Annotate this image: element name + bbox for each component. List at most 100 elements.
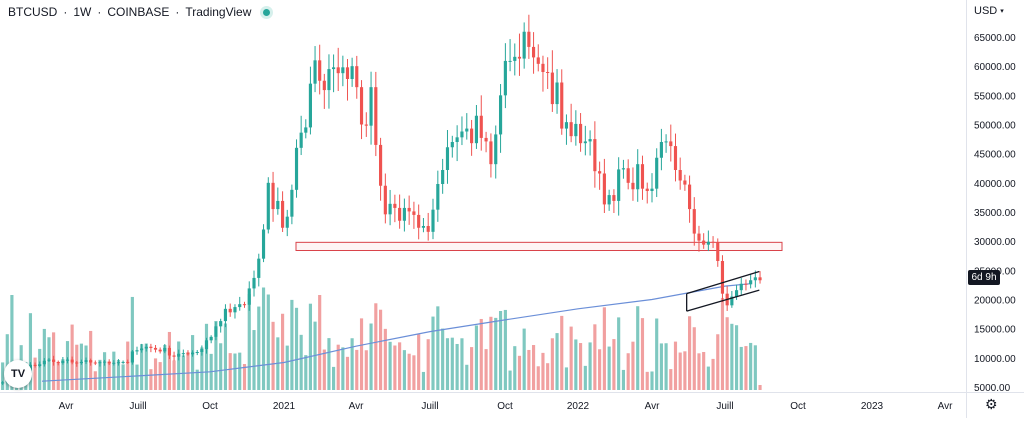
candle-body[interactable] [465,128,469,132]
candle-body[interactable] [697,233,701,241]
candle-body[interactable] [607,195,611,205]
candle-body[interactable] [107,361,111,364]
candle-body[interactable] [345,67,350,79]
currency-selector[interactable]: USD ▾ [974,5,1004,17]
candle-body[interactable] [398,207,402,221]
candle-body[interactable] [65,359,70,361]
candle-body[interactable] [631,182,635,190]
candle-body[interactable] [517,56,522,59]
candle-body[interactable] [242,304,247,306]
candle-body[interactable] [508,60,512,62]
candle-body[interactable] [441,170,445,184]
candle-body[interactable] [322,80,326,91]
candle-body[interactable] [640,164,645,189]
candle-body[interactable] [238,304,242,308]
candle-body[interactable] [89,360,93,363]
channel-lower-line[interactable] [686,289,760,312]
candle-body[interactable] [445,147,450,170]
candle-body[interactable] [359,87,364,125]
candle-body[interactable] [688,184,692,210]
candle-body[interactable] [527,31,531,47]
candle-body[interactable] [327,69,331,91]
candle-body[interactable] [574,123,578,137]
candle-body[interactable] [379,144,383,186]
candle-body[interactable] [144,346,148,349]
candle-body[interactable] [369,87,373,126]
tradingview-logo-icon[interactable]: TV [4,360,32,388]
candle-body[interactable] [749,280,753,285]
candle-body[interactable] [304,127,308,133]
candle-body[interactable] [271,182,275,210]
candle-body[interactable] [172,355,176,357]
candle-body[interactable] [204,340,209,350]
candle-body[interactable] [276,200,280,210]
candle-body[interactable] [214,326,218,337]
candle-body[interactable] [313,60,317,84]
candle-body[interactable] [388,203,392,215]
candle-body[interactable] [61,360,65,364]
candle-body[interactable] [417,214,421,228]
candle-body[interactable] [42,360,46,365]
candle-body[interactable] [163,347,167,352]
candle-body[interactable] [739,283,743,291]
resistance-zone-rectangle[interactable] [295,241,783,251]
candle-body[interactable] [650,188,654,191]
symbol-legend[interactable]: BTCUSD · 1W · COINBASE · TradingView [8,5,271,19]
candle-body[interactable] [181,353,185,355]
candle-body[interactable] [626,168,630,183]
candle-body[interactable] [716,242,720,261]
candle-body[interactable] [200,349,204,352]
candle-body[interactable] [664,141,668,143]
candle-body[interactable] [70,359,74,363]
candle-body[interactable] [209,336,213,341]
candle-body[interactable] [407,207,411,212]
candle-body[interactable] [426,226,430,232]
candle-body[interactable] [479,115,483,138]
candle-body[interactable] [412,211,416,215]
candle-body[interactable] [332,67,336,70]
candle-body[interactable] [655,157,659,189]
candle-body[interactable] [167,347,172,356]
candle-body[interactable] [177,353,181,357]
candle-body[interactable] [421,226,426,228]
interval-label[interactable]: 1W [73,5,92,19]
candle-body[interactable] [153,347,158,350]
candle-body[interactable] [753,277,757,281]
candle-body[interactable] [498,95,503,135]
candle-body[interactable] [583,141,587,144]
candle-body[interactable] [38,364,42,366]
candle-body[interactable] [678,170,682,181]
candle-body[interactable] [536,57,540,64]
candle-body[interactable] [186,353,190,355]
candle-body[interactable] [233,307,237,313]
candle-body[interactable] [550,72,554,105]
candle-body[interactable] [402,207,406,221]
candle-body[interactable] [541,63,545,72]
candle-body[interactable] [673,146,678,170]
candle-body[interactable] [252,277,256,289]
candle-body[interactable] [617,169,621,201]
candle-body[interactable] [431,209,435,232]
candle-body[interactable] [706,241,710,245]
candle-body[interactable] [1,382,5,384]
candle-body[interactable] [588,139,592,142]
candle-body[interactable] [374,87,378,145]
candle-body[interactable] [112,362,116,364]
candle-body[interactable] [318,60,322,81]
price-axis[interactable]: 65000.00 60000.00 55000.00 50000.00 45000.00… [966,0,1024,394]
time-axis[interactable]: Avr Juill Oct 2021 Avr Juill Oct 2022 Avr Juill Oc… [0,392,966,418]
candle-body[interactable] [494,134,498,165]
candle-body[interactable] [531,46,536,58]
candle-body[interactable] [299,132,303,148]
candle-body[interactable] [135,350,139,352]
candle-body[interactable] [98,362,102,364]
candle-body[interactable] [734,290,739,297]
candle-body[interactable] [450,142,454,148]
candle-body[interactable] [393,203,397,208]
candle-body[interactable] [79,361,83,364]
candle-body[interactable] [261,229,266,259]
candle-body[interactable] [383,185,387,215]
candle-body[interactable] [598,171,602,174]
candle-body[interactable] [460,131,464,138]
candle-body[interactable] [513,56,517,61]
